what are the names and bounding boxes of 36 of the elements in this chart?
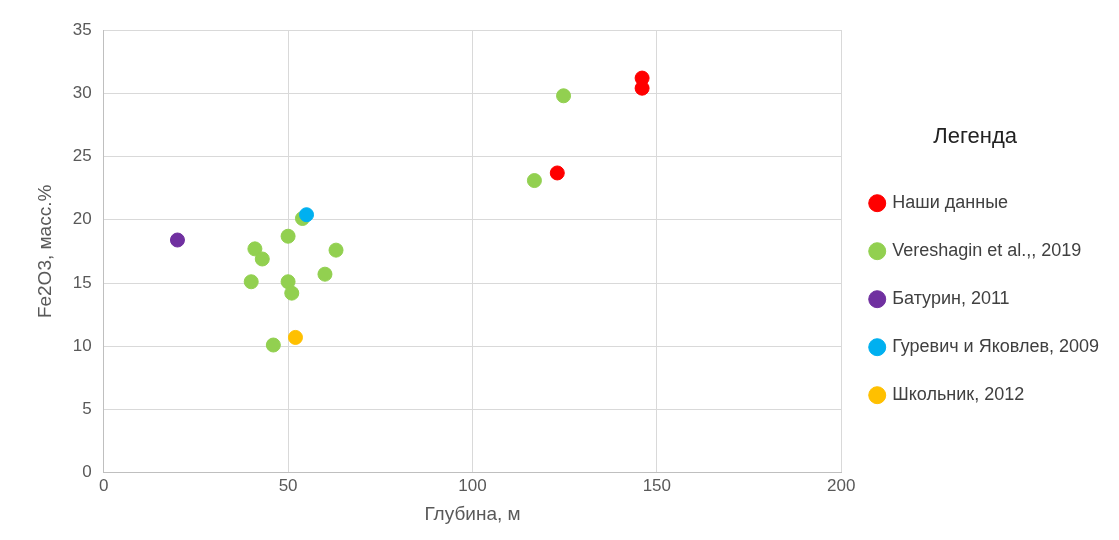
- legend-label: Наши данные: [892, 192, 1009, 213]
- y-tick-label: 5: [82, 399, 92, 419]
- point: [526, 173, 542, 189]
- x-axis-title: Глубина, м: [424, 502, 521, 524]
- point: [243, 274, 259, 290]
- point: [299, 207, 315, 223]
- legend-label: Батурин, 2011: [892, 288, 1010, 309]
- y-axis-title: Fe2O3, масс.%: [33, 184, 55, 319]
- point: [254, 251, 270, 267]
- x-tick-label: 150: [642, 475, 672, 495]
- point: [556, 88, 572, 104]
- legend-title: Легенда: [933, 122, 1018, 148]
- point: [265, 337, 281, 353]
- point: [549, 165, 565, 181]
- legend-label: Школьник, 2012: [892, 384, 1025, 405]
- point: [328, 242, 344, 258]
- x-tick-label: 100: [458, 475, 487, 495]
- y-tick-label: 20: [72, 209, 92, 229]
- point: [169, 232, 185, 248]
- y-tick-label: 10: [72, 335, 92, 355]
- x-tick-label: 0: [98, 475, 109, 495]
- y-tick-label: 30: [72, 82, 92, 102]
- x-tick-label: 200: [827, 475, 856, 495]
- legend-label: Vereshagin et al.,, 2019: [892, 240, 1082, 261]
- legend-label: Гуревич и Яковлев, 2009: [892, 336, 1100, 357]
- x-tick-label: 50: [278, 475, 298, 495]
- point: [317, 266, 333, 282]
- point: [287, 329, 303, 345]
- y-tick-label: 35: [72, 19, 92, 39]
- point: [284, 285, 300, 301]
- point: [280, 274, 296, 290]
- point: [247, 241, 263, 257]
- y-tick-label: 0: [82, 462, 92, 482]
- y-tick-label: 15: [72, 272, 92, 292]
- point: [280, 228, 296, 244]
- y-tick-label: 25: [72, 146, 92, 166]
